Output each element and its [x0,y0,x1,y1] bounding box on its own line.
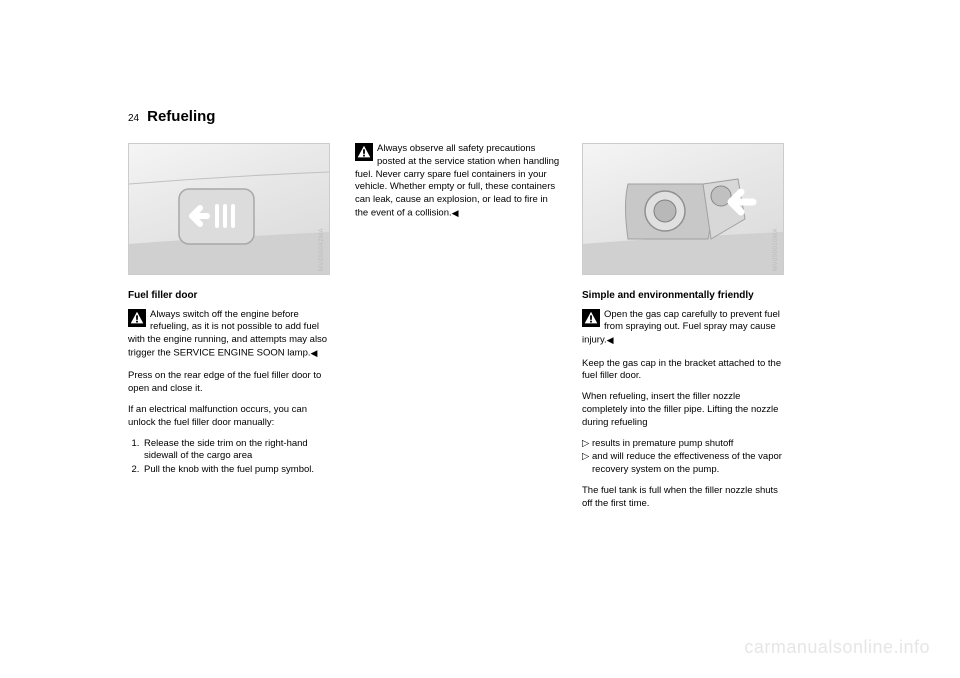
list-item: ▷ results in premature pump shutoff [582,438,787,451]
consequence-list: ▷ results in premature pump shutoff ▷ an… [582,438,787,477]
content-columns: MV090042MA Fuel filler door Always switc… [128,143,828,519]
end-mark: ◀ [311,347,318,359]
warning-safety-precautions: Always observe all safety precautions po… [355,143,560,220]
column-1: MV090042MA Fuel filler door Always switc… [128,143,333,519]
warning-engine-off: Always switch off the engine before refu… [128,309,333,361]
step-2: Pull the knob with the fuel pump symbol. [142,464,333,477]
fuel-filler-door-heading: Fuel filler door [128,289,333,303]
warning-gas-cap: Open the gas cap carefully to prevent fu… [582,309,787,348]
step-1: Release the side trim on the right-hand … [142,438,333,464]
column-3: MV090010MA Simple and environmentally fr… [582,143,787,519]
tank-full-text: The fuel tank is full when the filler no… [582,485,787,511]
bullet-text: and will reduce the effectiveness of the… [592,451,787,477]
bullet-text: results in premature pump shutoff [592,438,733,451]
refueling-nozzle-text: When refueling, insert the filler nozzle… [582,391,787,429]
fuel-door-closed-image: MV090042MA [128,143,330,275]
electrical-malfunction-text: If an electrical malfunction occurs, you… [128,404,333,430]
end-mark: ◀ [452,207,459,219]
warning-icon [355,143,373,161]
bullet-marker: ▷ [582,438,592,451]
press-rear-edge-text: Press on the rear edge of the fuel fille… [128,370,333,396]
manual-unlock-steps: Release the side trim on the right-hand … [128,438,333,477]
fuel-door-open-image: MV090010MA [582,143,784,275]
image-watermark-2: MV090010MA [772,228,780,271]
page-title: Refueling [147,108,215,125]
bullet-marker: ▷ [582,451,592,477]
end-mark: ◀ [607,334,614,346]
page-header: 24 Refueling [128,108,828,125]
page-content: 24 Refueling MV090042MA Fuel filler door [128,108,828,519]
warning-icon [128,309,146,327]
site-watermark: carmanualsonline.info [744,637,930,658]
page-number: 24 [128,113,139,124]
warning-text: Always switch off the engine before refu… [128,309,327,359]
warning-icon [582,309,600,327]
image-watermark-1: MV090042MA [318,228,326,271]
simple-friendly-heading: Simple and environmentally friendly [582,289,787,303]
list-item: ▷ and will reduce the effectiveness of t… [582,451,787,477]
keep-gas-cap-text: Keep the gas cap in the bracket attached… [582,358,787,384]
column-2: Always observe all safety precautions po… [355,143,560,519]
